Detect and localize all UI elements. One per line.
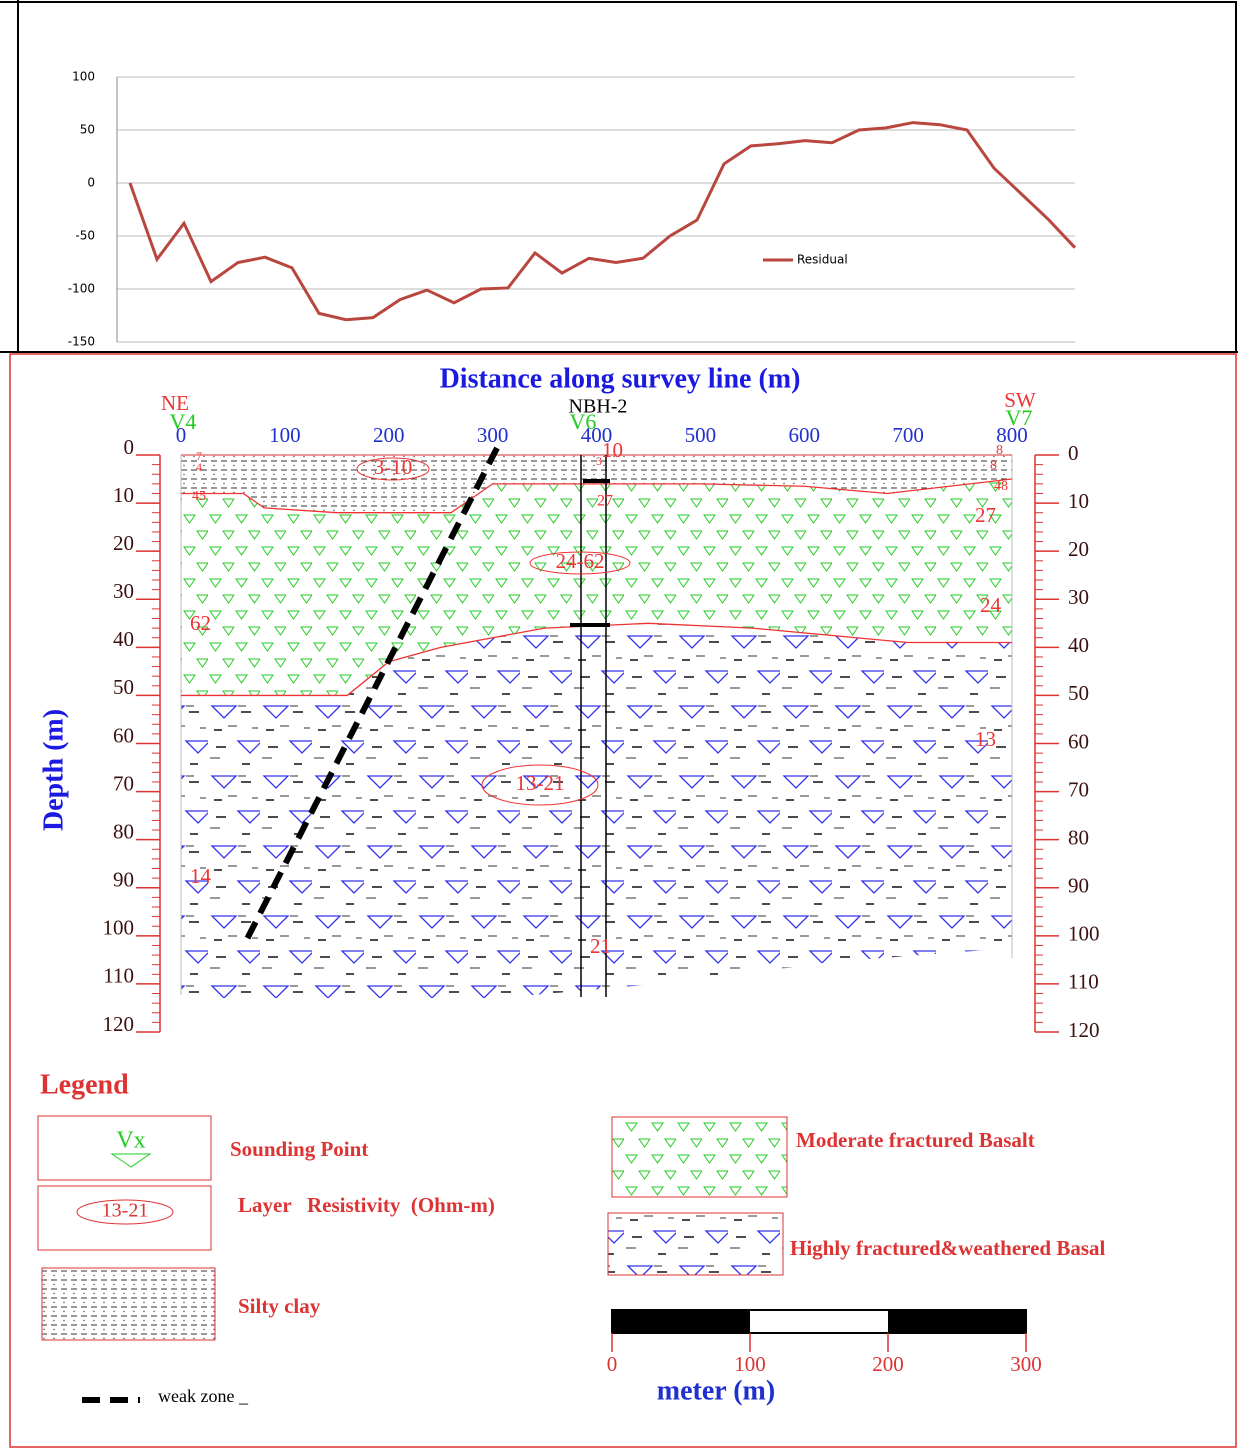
depth-tick-label: 120 (103, 1012, 135, 1036)
resistivity-value: 48 (994, 479, 1008, 494)
resistivity-value: 62 (190, 611, 211, 635)
legend-swatch (608, 1213, 783, 1275)
legend-text: weak zone _ (158, 1386, 249, 1406)
scale-segment (888, 1310, 1026, 1333)
depth-tick-label: 100 (1068, 922, 1100, 946)
depth-tick-label: 30 (1068, 585, 1089, 609)
depth-tick-label: 10 (113, 483, 134, 507)
scale-tick-label: 0 (607, 1352, 618, 1376)
depth-tick-label: 80 (1068, 825, 1089, 849)
legend-text: Sounding Point (230, 1137, 368, 1161)
depth-tick-label: 20 (113, 531, 134, 555)
depth-tick-label: 40 (1068, 633, 1089, 657)
sounding-label: V4 (170, 409, 197, 434)
x-tick-label: 100 (269, 423, 301, 447)
scale-segment (612, 1310, 750, 1333)
resistivity-value: 14 (190, 864, 212, 888)
legend: Legend Vx Sounding Point 13-21 Layer Res… (38, 1069, 1106, 1406)
depth-tick-label: 110 (103, 964, 134, 988)
legend-title: Legend (40, 1069, 129, 1100)
legend-label: Residual (797, 253, 848, 267)
x-tick-label: 700 (892, 423, 924, 447)
depth-tick-label: 10 (1068, 489, 1089, 513)
resistivity-value: 27 (975, 503, 996, 527)
resistivity-value: 3 (596, 454, 602, 468)
depth-tick-label: 110 (1068, 970, 1099, 994)
resistivity-range: 13-21 (516, 771, 565, 795)
y-tick-label: 0 (87, 176, 95, 190)
scale-tick-label: 200 (872, 1352, 904, 1376)
y-tick-label: -150 (68, 335, 95, 349)
sounding-label: V7 (1006, 405, 1033, 430)
depth-tick-label: 40 (113, 627, 134, 651)
resistivity-value: 8 (990, 458, 997, 473)
scale-tick-label: 100 (734, 1352, 766, 1376)
y-tick-label: -50 (75, 229, 95, 243)
x-tick-label: 300 (477, 423, 509, 447)
depth-tick-label: 120 (1068, 1018, 1100, 1042)
resistivity-range: 3-10 (374, 455, 413, 479)
resistivity-value: 45 (192, 489, 206, 504)
depth-tick-label: 50 (113, 675, 134, 699)
resistivity-value: 24 (980, 593, 1002, 617)
depth-tick-label: 20 (1068, 537, 1089, 561)
depth-tick-label: 70 (1068, 777, 1089, 801)
figure: 100500-50-100-150Residual 01002003004005… (0, 0, 1238, 1449)
top-frame (0, 0, 1238, 352)
legend-swatch (612, 1117, 787, 1197)
depth-tick-label: 100 (103, 916, 135, 940)
legend-text: Moderate fractured Basalt (796, 1128, 1035, 1152)
y-tick-label: -100 (68, 282, 95, 296)
y-tick-label: 100 (72, 70, 95, 84)
depth-tick-label: 90 (1068, 874, 1089, 898)
resistivity-value: 13 (975, 727, 996, 751)
resistivity-value: 10 (602, 438, 623, 462)
x-tick-label: 600 (789, 423, 821, 447)
resistivity-value: 21 (590, 934, 611, 958)
x-tick-label: 500 (685, 423, 717, 447)
legend-swatch (42, 1268, 215, 1340)
section-title: Distance along survey line (m) (440, 363, 801, 394)
depth-tick-label: 90 (113, 868, 134, 892)
resistivity-value: 8 (996, 443, 1003, 458)
scale-tick-label: 300 (1010, 1352, 1042, 1376)
scale-label: meter (m) (657, 1375, 775, 1406)
depth-tick-label: 30 (113, 579, 134, 603)
depth-tick-label: 70 (113, 771, 134, 795)
legend-text: Highly fractured&weathered Basal (790, 1236, 1106, 1260)
resistivity-value: 27 (597, 493, 613, 510)
line-series (130, 123, 1075, 320)
y-tick-label: 50 (80, 123, 95, 137)
y-axis-title: Depth (m) (38, 709, 69, 831)
depth-tick-label: 60 (113, 723, 134, 747)
sounding-symbol-mark (112, 1154, 150, 1167)
depth-tick-label: 80 (113, 819, 134, 843)
depth-tick-label: 60 (1068, 729, 1089, 753)
depth-tick-label: 50 (1068, 681, 1089, 705)
residual-chart: 100 50 0 -50 -100 -150 Residual (68, 70, 1075, 349)
page: {"chart_data": [ {"type": "line", "serie… (0, 0, 1238, 1449)
borehole-label: NBH-2 (569, 396, 628, 418)
legend-symbol: Vx (116, 1128, 145, 1154)
depth-tick-label: 0 (1068, 441, 1079, 465)
legend-text: Silty clay (238, 1294, 321, 1318)
resistivity-value: 4 (196, 460, 202, 474)
x-tick-label: 200 (373, 423, 405, 447)
legend-text: Layer Resistivity (Ohm-m) (238, 1193, 495, 1217)
depth-tick-label: 0 (124, 435, 135, 459)
legend-symbol: 13-21 (102, 1200, 149, 1222)
resistivity-range: 24-62 (556, 549, 605, 573)
